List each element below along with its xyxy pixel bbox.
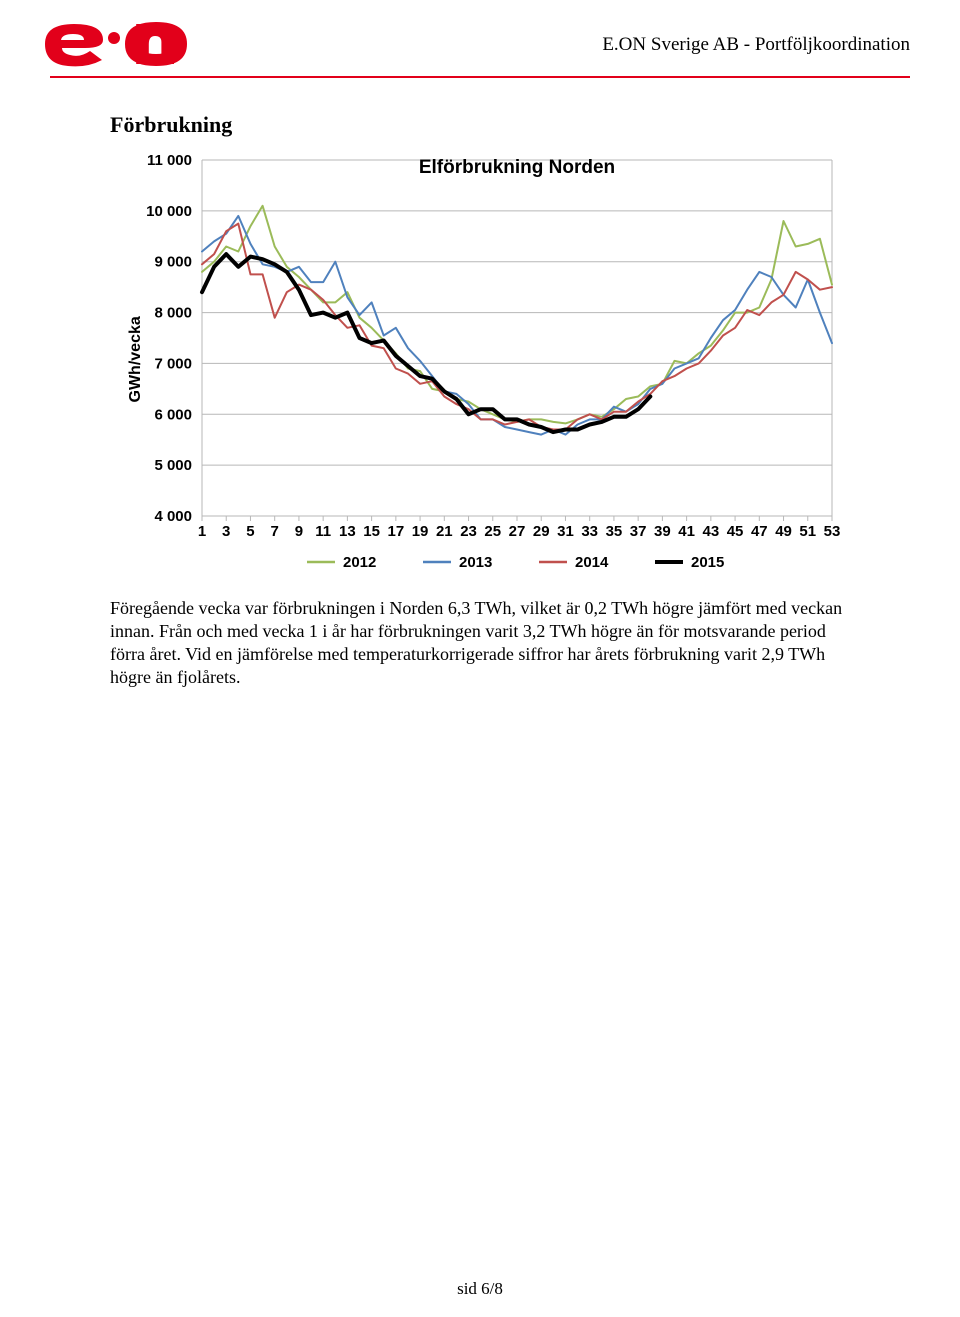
svg-text:6 000: 6 000 — [154, 406, 192, 423]
header-subtitle: E.ON Sverige AB - Portföljkoordination — [602, 34, 910, 56]
svg-text:27: 27 — [509, 523, 526, 540]
svg-text:7 000: 7 000 — [154, 355, 192, 372]
svg-text:29: 29 — [533, 523, 550, 540]
svg-text:53: 53 — [824, 523, 841, 540]
svg-text:41: 41 — [678, 523, 695, 540]
svg-text:25: 25 — [484, 523, 501, 540]
section-title: Förbrukning — [110, 112, 850, 138]
svg-text:31: 31 — [557, 523, 574, 540]
svg-text:2012: 2012 — [343, 554, 376, 571]
svg-text:21: 21 — [436, 523, 453, 540]
consumption-chart: 4 000 5 000 6 000 7 000 8 000 9 000 10 000 11 0… — [110, 146, 850, 591]
svg-text:5 000: 5 000 — [154, 457, 192, 474]
svg-text:2014: 2014 — [575, 554, 609, 571]
svg-text:33: 33 — [581, 523, 598, 540]
svg-text:Elförbrukning Norden: Elförbrukning Norden — [419, 157, 615, 178]
svg-text:11 000: 11 000 — [147, 152, 192, 169]
svg-text:13: 13 — [339, 523, 356, 540]
svg-text:4 000: 4 000 — [154, 508, 192, 525]
svg-text:39: 39 — [654, 523, 671, 540]
svg-text:19: 19 — [412, 523, 429, 540]
svg-text:15: 15 — [363, 523, 380, 540]
svg-text:2013: 2013 — [459, 554, 492, 571]
svg-text:17: 17 — [388, 523, 405, 540]
svg-text:3: 3 — [222, 523, 230, 540]
page-footer: sid 6/8 — [0, 1279, 960, 1299]
svg-text:45: 45 — [727, 523, 744, 540]
svg-text:9 000: 9 000 — [154, 254, 192, 271]
svg-text:8 000: 8 000 — [154, 305, 192, 322]
summary-paragraph: Föregående vecka var förbrukningen i Nor… — [110, 597, 850, 689]
eon-logo — [32, 16, 212, 75]
svg-text:5: 5 — [246, 523, 254, 540]
svg-text:11: 11 — [315, 523, 331, 540]
svg-text:10 000: 10 000 — [146, 203, 192, 220]
svg-text:43: 43 — [703, 523, 720, 540]
svg-text:9: 9 — [295, 523, 303, 540]
svg-text:37: 37 — [630, 523, 647, 540]
svg-text:GWh/vecka: GWh/vecka — [127, 316, 144, 402]
svg-text:1: 1 — [198, 523, 206, 540]
svg-text:23: 23 — [460, 523, 477, 540]
svg-text:51: 51 — [799, 523, 816, 540]
svg-text:2015: 2015 — [691, 554, 724, 571]
svg-text:49: 49 — [775, 523, 792, 540]
svg-text:47: 47 — [751, 523, 768, 540]
svg-text:35: 35 — [606, 523, 623, 540]
svg-text:7: 7 — [271, 523, 279, 540]
